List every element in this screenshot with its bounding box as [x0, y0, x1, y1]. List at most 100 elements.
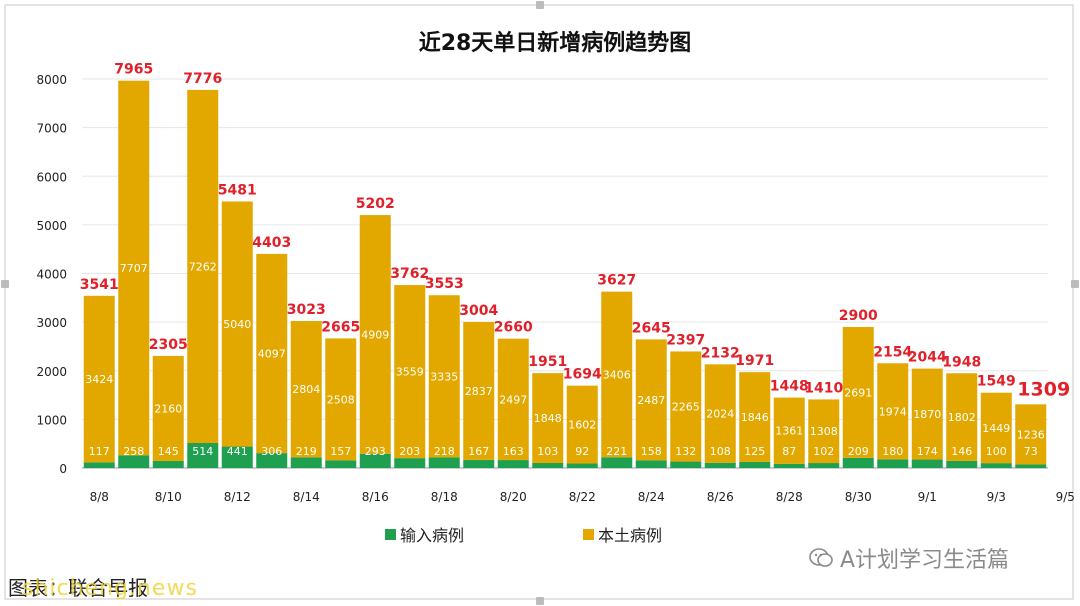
data-label-total: 1948: [942, 354, 981, 370]
data-label-total: 3023: [287, 302, 326, 318]
bar-local: [463, 321, 495, 460]
data-label-total: 1410: [804, 380, 843, 396]
data-label-local: 1308: [810, 425, 838, 438]
bar-local: [221, 201, 253, 447]
data-label-total: 2397: [666, 332, 705, 348]
bar-local: [256, 253, 288, 454]
data-label-local: 2160: [154, 402, 182, 415]
bar-local: [773, 397, 805, 464]
data-label-imported: 102: [813, 445, 834, 458]
bar-local: [290, 321, 322, 458]
bar-imported: [739, 461, 771, 468]
data-label-imported: 180: [882, 445, 903, 458]
bar-imported: [1015, 464, 1047, 468]
bar-imported: [670, 461, 702, 468]
bar-imported: [394, 458, 426, 468]
bar-imported: [842, 457, 874, 468]
bar-imported: [83, 462, 115, 468]
x-tick-label: 8/22: [569, 490, 596, 504]
bar-imported: [497, 460, 529, 468]
bar-imported: [187, 443, 219, 468]
bar-local: [842, 326, 874, 458]
data-label-total: 2900: [839, 308, 878, 324]
bar-local: [532, 373, 564, 463]
frame-handle-left[interactable]: [1, 280, 9, 288]
data-label-total: 2660: [494, 320, 533, 336]
data-label-imported: 163: [503, 445, 524, 458]
x-tick-label: 8/28: [776, 490, 803, 504]
data-label-imported: 218: [434, 445, 455, 458]
x-tick-label: 8/18: [431, 490, 458, 504]
bar-local: [428, 295, 460, 458]
data-label-imported: 157: [330, 445, 351, 458]
data-label-local: 1802: [948, 411, 976, 424]
data-label-imported: 108: [710, 445, 731, 458]
data-label-imported: 125: [744, 445, 765, 458]
bar-imported: [773, 463, 805, 468]
bar-local: [118, 80, 150, 456]
frame-handle-bottom[interactable]: [536, 597, 544, 605]
legend-swatch: [385, 529, 396, 540]
y-tick-label: 7000: [36, 122, 67, 136]
bar-local: [359, 215, 391, 454]
data-label-local: 2691: [844, 386, 872, 399]
data-label-local: 1870: [913, 408, 941, 421]
data-label-imported: 100: [986, 445, 1007, 458]
bar-imported: [980, 463, 1012, 468]
data-label-local: 2837: [465, 385, 493, 398]
bar-imported: [428, 457, 460, 468]
x-tick-label: 8/8: [90, 490, 109, 504]
bar-local: [83, 295, 115, 463]
bar-imported: [118, 455, 150, 468]
legend-label: 本土病例: [598, 526, 662, 545]
bar-local: [635, 339, 667, 461]
data-label-local: 3424: [85, 373, 113, 386]
y-axis: 0 1000 2000 3000 4000 5000 6000 7000 8000: [36, 73, 67, 476]
data-label-imported: 306: [261, 445, 282, 458]
data-label-imported: 221: [606, 445, 627, 458]
x-tick-label: 8/12: [224, 490, 251, 504]
data-label-total: 3762: [390, 266, 429, 282]
data-label-total: 2044: [908, 350, 947, 366]
x-tick-label: 8/20: [500, 490, 527, 504]
y-tick-label: 4000: [36, 268, 67, 282]
frame-handle-top[interactable]: [536, 1, 544, 9]
site-watermark: shicheng.news: [22, 576, 198, 601]
y-tick-label: 3000: [36, 316, 67, 330]
data-label-imported: 203: [399, 445, 420, 458]
x-tick-label: 9/5: [1056, 490, 1075, 504]
data-label-local: 7262: [189, 260, 217, 273]
data-label-imported: 158: [641, 445, 662, 458]
data-label-local: 3559: [396, 366, 424, 379]
frame-handle-right[interactable]: [1071, 280, 1079, 288]
bar-imported: [877, 459, 909, 468]
data-label-local: 1848: [534, 412, 562, 425]
data-label-total: 1448: [770, 379, 809, 395]
bar-local: [1015, 404, 1047, 465]
data-label-total: 3541: [80, 277, 119, 293]
bar-local: [946, 373, 978, 461]
bar-local: [152, 355, 184, 461]
bar-local: [325, 338, 357, 461]
data-label-imported: 73: [1024, 445, 1038, 458]
bar-local: [877, 363, 909, 460]
bar-imported: [325, 460, 357, 468]
data-label-total: 1694: [563, 367, 602, 383]
data-label-total: 2645: [632, 320, 671, 336]
y-tick-label: 2000: [36, 365, 67, 379]
data-label-local: 2508: [327, 393, 355, 406]
data-label-imported: 132: [675, 445, 696, 458]
data-label-imported: 293: [365, 445, 386, 458]
data-label-imported: 87: [782, 445, 796, 458]
x-tick-label: 8/10: [155, 490, 182, 504]
data-label-total: 5202: [356, 196, 395, 212]
data-label-local: 4097: [258, 348, 286, 361]
data-label-total: 1971: [735, 353, 774, 369]
data-label-imported: 145: [158, 445, 179, 458]
data-label-imported: 441: [227, 445, 248, 458]
data-label-total: 1309: [1017, 378, 1070, 400]
data-label-local: 1361: [775, 425, 803, 438]
data-label-local: 2804: [292, 383, 320, 396]
bar-imported: [290, 457, 322, 468]
